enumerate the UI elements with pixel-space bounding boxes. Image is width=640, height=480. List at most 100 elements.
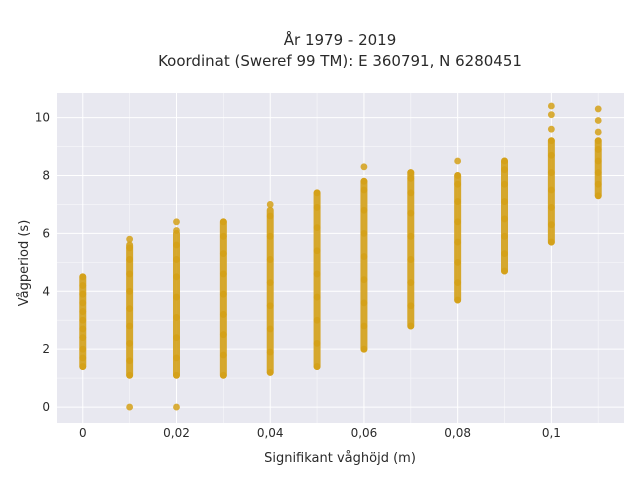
y-tick-label: 8 [42, 169, 50, 183]
data-point [173, 218, 180, 226]
data-point [594, 137, 602, 145]
data-point [266, 368, 274, 376]
x-tick-label: 0,08 [444, 426, 471, 440]
data-point [126, 244, 134, 252]
data-point [501, 166, 508, 174]
data-point [313, 363, 321, 370]
data-point [79, 316, 87, 324]
x-tick-label: 0 [79, 426, 87, 440]
data-point [313, 316, 321, 324]
x-axis-title: Signifikant våghöjd (m) [264, 451, 416, 466]
data-point [219, 250, 227, 258]
data-point [454, 172, 462, 179]
data-point [313, 189, 321, 197]
data-point [360, 206, 368, 214]
data-point [547, 111, 555, 119]
data-point [547, 151, 555, 159]
data-point [79, 299, 87, 307]
data-point [266, 302, 274, 310]
data-point [79, 290, 87, 298]
data-point [266, 232, 274, 240]
data-point [454, 296, 462, 304]
data-point [173, 227, 180, 234]
data-point [407, 279, 415, 287]
data-point [313, 224, 321, 232]
data-point [547, 238, 555, 246]
data-point [266, 325, 274, 333]
data-point [266, 212, 274, 220]
chart-title-line-1: År 1979 - 2019 [284, 30, 397, 49]
data-point [360, 177, 368, 185]
x-tick-label: 0,1 [542, 426, 561, 440]
chart-title-line-2: Koordinat (Sweref 99 TM): E 360791, N 62… [158, 52, 522, 70]
data-point [313, 339, 321, 347]
data-point [360, 345, 368, 353]
data-points [79, 102, 602, 411]
data-point [547, 221, 555, 229]
data-point [313, 203, 321, 211]
data-point [173, 313, 180, 321]
data-point [594, 180, 602, 188]
data-point [266, 348, 274, 356]
data-point [79, 308, 87, 315]
data-point [454, 198, 462, 205]
data-point [547, 102, 555, 110]
data-point [173, 403, 180, 411]
data-point [126, 256, 134, 263]
data-point [126, 270, 134, 278]
data-point [594, 117, 602, 124]
data-point [126, 305, 134, 313]
data-point [360, 229, 368, 237]
x-tick-label: 0,02 [163, 426, 190, 440]
data-point [219, 270, 227, 278]
data-point [79, 345, 87, 353]
data-point [501, 180, 508, 188]
data-point [407, 174, 415, 182]
data-point [501, 215, 508, 223]
data-point [173, 293, 180, 301]
data-point [594, 146, 602, 153]
data-point [79, 334, 87, 342]
y-tick-label: 0 [42, 400, 50, 414]
data-point [173, 273, 180, 281]
data-point [594, 157, 602, 165]
data-point [219, 331, 227, 339]
data-point [360, 253, 368, 260]
data-point [360, 186, 368, 194]
y-tick-label: 10 [35, 111, 50, 125]
data-point [126, 287, 134, 295]
data-point [407, 189, 415, 197]
data-point [454, 238, 462, 246]
data-point [126, 339, 134, 347]
data-point [407, 302, 415, 310]
x-tick-label: 0,06 [351, 426, 378, 440]
data-point [219, 232, 227, 240]
data-point [594, 169, 602, 177]
data-point [501, 267, 508, 275]
data-point [501, 232, 508, 240]
data-point [547, 169, 555, 177]
data-point [501, 157, 508, 165]
data-point [547, 125, 555, 133]
data-point [126, 371, 134, 379]
data-point [501, 198, 508, 205]
data-point [266, 279, 274, 287]
data-point [454, 218, 462, 226]
data-point [313, 293, 321, 301]
data-point [266, 201, 274, 208]
data-point [594, 192, 602, 200]
y-tick-label: 6 [42, 226, 50, 240]
x-tick-label: 0,04 [257, 426, 284, 440]
data-point [173, 354, 180, 362]
data-point [454, 279, 462, 287]
grid-lines [57, 93, 624, 423]
data-point [219, 218, 227, 226]
data-point [360, 322, 368, 330]
data-point [173, 241, 180, 249]
data-point [313, 270, 321, 278]
data-point [219, 351, 227, 359]
data-point [407, 209, 415, 217]
data-point [126, 403, 134, 411]
data-point [454, 258, 462, 266]
